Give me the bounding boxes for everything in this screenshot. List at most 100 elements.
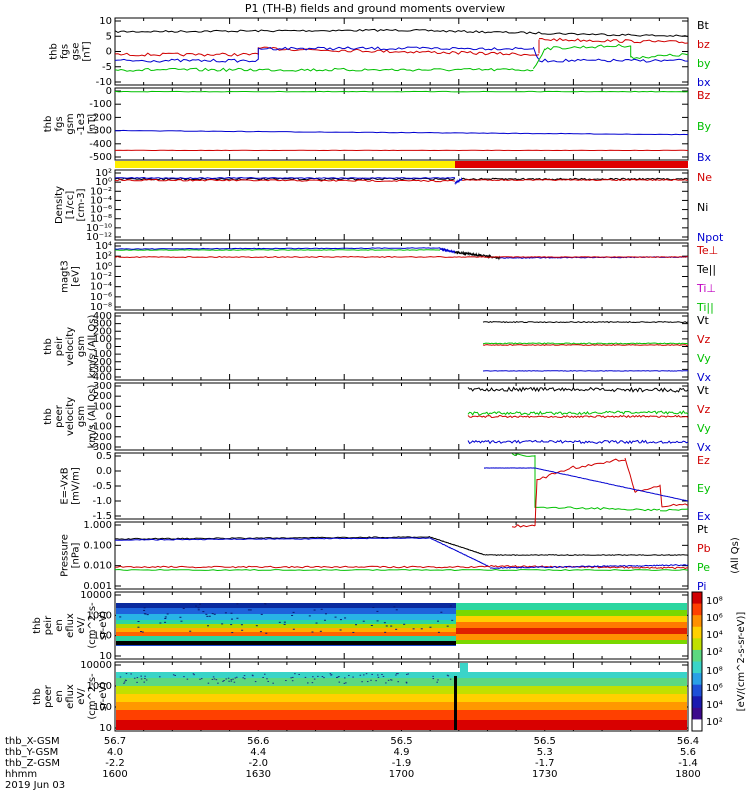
spec-peer-speckle	[336, 676, 339, 678]
spec-peer-speckle	[365, 673, 368, 675]
ylabel-line: km/s (All Qs)	[87, 385, 98, 449]
ylabel-density: Density[1/cc][cm-3]	[54, 186, 87, 224]
spec-peer-speckle	[159, 676, 161, 678]
spec-peir-speckle	[141, 631, 144, 633]
colorbar-swatch	[692, 603, 702, 616]
spec-peer-speckle	[123, 682, 125, 684]
spec-peer-speckle	[267, 680, 269, 682]
series-peer-vz	[467, 414, 689, 419]
ytick-label-peer-vel: -200	[89, 432, 112, 443]
series-by	[114, 67, 534, 72]
ylabel-line: thb	[43, 338, 54, 355]
spec-peir-speckle	[164, 616, 167, 618]
spec-peir-speckle	[208, 615, 211, 617]
spec-peir-band	[116, 636, 456, 641]
xaxis-value: -2.2	[105, 758, 125, 769]
ytick-label-pressure: 0.010	[83, 561, 112, 572]
xaxis-value: 1700	[389, 769, 414, 780]
spec-peir-speckle	[137, 621, 140, 623]
ylabel-line: -1e3	[76, 113, 87, 136]
ytick-label-fgs-gsm: -400	[89, 139, 112, 150]
ytick-label-peir-vel: -100	[89, 349, 112, 360]
ytick-label-peir-vel: 400	[93, 311, 112, 322]
spec-peer-speckle	[294, 673, 296, 675]
spec-peir-speckle	[323, 619, 326, 621]
spec-peir-band-fast	[456, 622, 687, 628]
legend-fgs-gsm-By: By	[697, 120, 712, 133]
spec-peer-speckle	[217, 682, 219, 684]
ytick-label-efield: 0.5	[96, 451, 112, 462]
ytick-label-fgs-gse: -10	[96, 77, 112, 88]
series-ex-2	[534, 467, 689, 502]
xaxis-value: -1.4	[678, 758, 698, 769]
spec-peir-speckle	[393, 606, 396, 608]
series-pt	[114, 536, 431, 540]
spec-peir-band-fast	[456, 610, 687, 616]
xaxis-row-label: hhmm	[5, 769, 37, 780]
spec-peer-speckle	[395, 673, 398, 675]
spec-peer-speckle	[313, 678, 316, 680]
xaxis-value: -1.9	[392, 758, 412, 769]
spec-peir-speckle	[370, 624, 373, 626]
ytick-label-peir-vel: -200	[89, 357, 112, 368]
spec-peer-speckle	[285, 680, 287, 682]
ytick-label-peer-spec: 1000	[87, 681, 112, 692]
ylabel-line: peer	[43, 684, 54, 708]
spec-peir-speckle	[194, 605, 197, 607]
spec-peer-speckle	[234, 677, 237, 679]
spec-peer-speckle	[395, 674, 397, 676]
spec-peir-speckle	[265, 632, 268, 634]
ylabel-line: peir	[54, 336, 65, 356]
spec-peer-speckle	[447, 675, 450, 677]
spec-peer-speckle	[352, 676, 354, 678]
ylabel-line: gsm	[76, 336, 87, 357]
spec-peir-band-fast	[456, 616, 687, 622]
legend-density-Ne: Ne	[697, 171, 712, 184]
spec-peir-speckle	[283, 623, 286, 625]
series-ez	[536, 468, 571, 481]
series-pi-2	[489, 564, 689, 569]
spec-peir-speckle	[180, 620, 183, 622]
series-pi-drop	[430, 537, 491, 568]
xaxis-value: 4.4	[250, 747, 266, 758]
spec-peir-speckle	[376, 620, 379, 622]
ytick-label-density: 10⁻²	[90, 186, 112, 197]
spec-peer-speckle	[228, 680, 230, 682]
spec-peir-speckle	[352, 631, 355, 633]
spec-peir-speckle	[334, 616, 337, 618]
ytick-label-fgs-gse: 10	[99, 16, 112, 27]
spec-peer-speckle	[230, 679, 233, 681]
date-label: 2019 Jun 03	[5, 780, 65, 791]
series-bt	[401, 28, 689, 38]
spec-peer-band	[116, 678, 687, 686]
legend-peer-vel-Vy: Vy	[697, 422, 711, 435]
spec-peir-speckle	[437, 620, 440, 622]
spec-peer-speckle	[323, 677, 325, 679]
spec-peir-speckle	[319, 630, 322, 632]
colorbar-swatch	[692, 707, 702, 720]
spec-peer-speckle	[144, 675, 146, 677]
ytick-label-peir-vel: 300	[93, 319, 112, 330]
ytick-label-density: 10⁻¹²	[86, 232, 112, 243]
series-by	[544, 43, 631, 51]
colorbar-swatch	[692, 638, 702, 651]
spec-peer-speckle	[366, 681, 369, 683]
spec-peer-speckle	[262, 676, 264, 678]
ytick-label-efield: -1.0	[92, 496, 112, 507]
legend-fgs-gsm-Bz: Bz	[697, 89, 711, 102]
ylabel-line: velocity	[65, 397, 76, 436]
spec-peir-speckle	[164, 618, 167, 620]
spec-peir-speckle	[446, 625, 449, 627]
ylabel-line: [nT]	[87, 114, 98, 134]
series-peir-vy	[482, 342, 689, 345]
spec-peir-speckle	[207, 625, 210, 627]
chart-title: P1 (TH-B) fields and ground moments over…	[244, 2, 506, 15]
spec-peer-speckle	[382, 675, 385, 677]
spec-peir-speckle	[247, 609, 250, 611]
legend-temp-Ti||: Ti||	[696, 301, 714, 314]
spec-peir-speckle	[224, 612, 227, 614]
series-bx	[532, 46, 540, 60]
colorbar-swatch	[692, 673, 702, 686]
ytick-label-fgs-gsm: 0	[106, 86, 112, 97]
ylabel-peir-spec: thbpeirenefluxeV/(cm^2-s-sr-eV)	[32, 602, 109, 649]
